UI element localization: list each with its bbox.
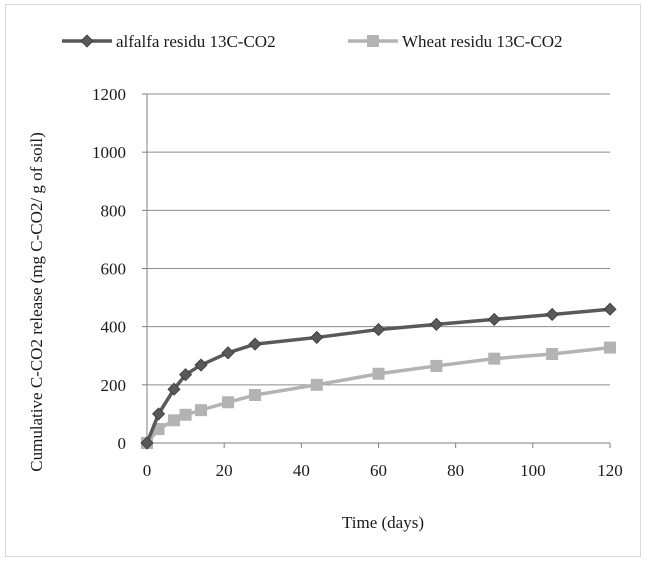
x-tick-label: 0	[143, 461, 152, 480]
y-tick-label: 1200	[92, 85, 126, 104]
x-tick-label: 40	[293, 461, 310, 480]
data-point	[222, 396, 235, 409]
axes: 0 200 400 600 800 1000 1200 0 20 40 60 80 100 120	[92, 85, 623, 480]
y-tick-label: 600	[101, 260, 127, 279]
data-point	[430, 359, 443, 372]
series-0	[140, 302, 617, 450]
chart-frame	[5, 4, 641, 557]
y-tick-label: 1000	[92, 143, 126, 162]
legend-label: alfalfa residu 13C-CO2	[116, 32, 276, 51]
data-point	[248, 337, 262, 351]
data-point	[371, 323, 386, 337]
legend-label: Wheat residu 13C-CO2	[402, 32, 563, 51]
data-point	[603, 302, 617, 316]
x-tick-label: 80	[447, 461, 464, 480]
data-point	[140, 436, 154, 450]
y-tick-label: 200	[101, 376, 127, 395]
data-point	[194, 358, 208, 372]
data-point	[545, 307, 559, 322]
series-1	[141, 341, 616, 449]
y-axis-title: Cumulative C-CO2 release (mg C-CO2/ g of…	[27, 132, 46, 471]
x-tick-label: 100	[520, 461, 546, 480]
y-tick-label: 800	[101, 201, 127, 220]
data-point	[168, 414, 181, 427]
data-point	[179, 408, 192, 421]
data-point	[429, 317, 443, 331]
data-point	[488, 352, 501, 365]
x-tick-label: 20	[216, 461, 233, 480]
gridlines	[147, 93, 610, 386]
data-point	[604, 341, 616, 354]
data-point	[152, 407, 166, 421]
data-point	[221, 346, 235, 360]
data-point	[310, 378, 323, 391]
legend-marker	[80, 34, 94, 48]
y-tick-label: 0	[118, 434, 127, 453]
data-point	[167, 382, 181, 396]
data-point	[546, 348, 559, 361]
data-point	[310, 330, 324, 344]
data-point	[249, 389, 262, 402]
series	[140, 302, 617, 450]
x-axis-title: Time (days)	[342, 513, 424, 532]
data-point	[179, 368, 193, 382]
data-point	[195, 404, 208, 417]
data-point	[372, 367, 385, 380]
legend-marker	[367, 35, 379, 47]
legend-item-1: Wheat residu 13C-CO2	[348, 32, 563, 51]
legend: alfalfa residu 13C-CO2 Wheat residu 13C-C…	[62, 32, 563, 51]
y-tick-label: 400	[101, 318, 127, 337]
x-tick-label: 60	[370, 461, 387, 480]
x-tick-label: 120	[597, 461, 623, 480]
legend-item-0: alfalfa residu 13C-CO2	[62, 32, 276, 51]
series-line	[145, 345, 611, 445]
data-point	[487, 312, 501, 326]
